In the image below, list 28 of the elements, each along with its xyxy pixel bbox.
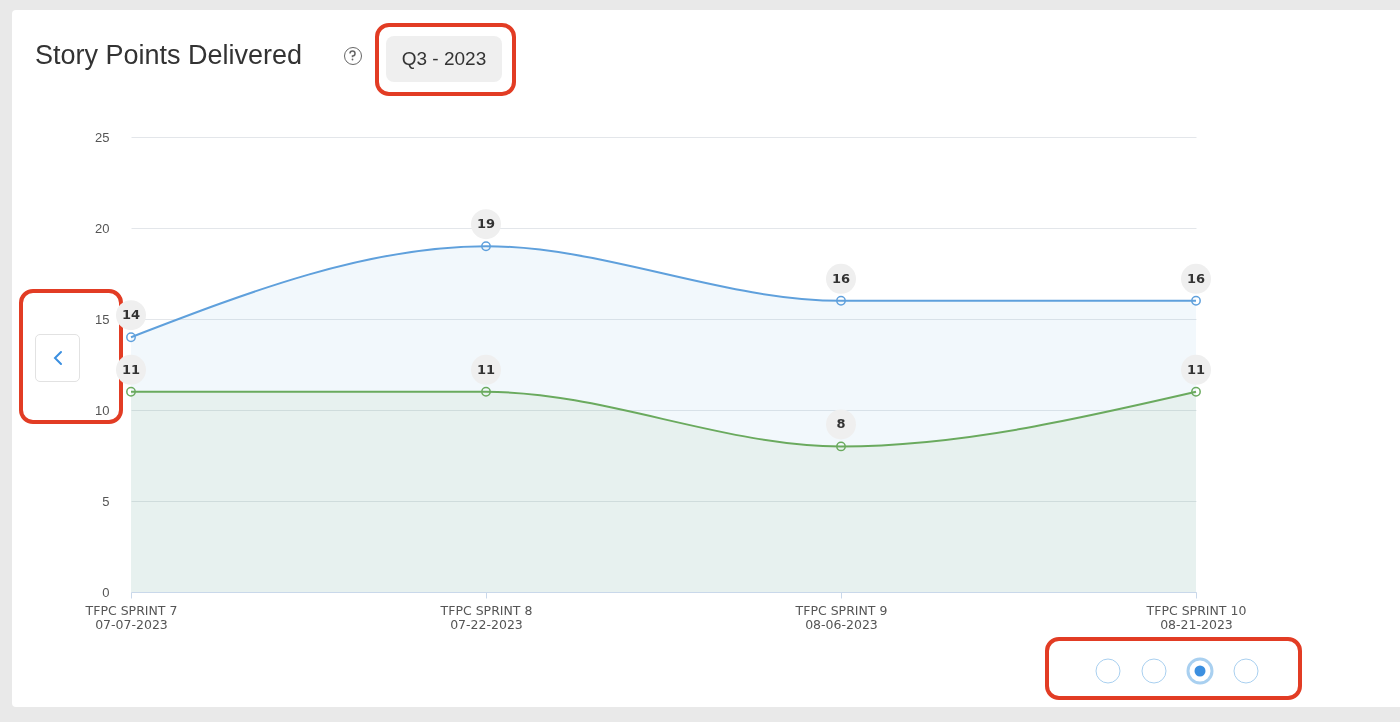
data-label: 16 <box>1186 270 1206 286</box>
point <box>481 386 491 397</box>
point <box>126 386 136 397</box>
point <box>1191 295 1201 306</box>
point <box>836 441 846 452</box>
y-tick-label: 5 <box>102 493 110 509</box>
point <box>126 332 136 343</box>
chart-title: Story Points Delivered <box>35 40 303 71</box>
data-label: 11 <box>476 361 496 377</box>
x-tick-label: TFPC SPRINT 10 08-21-2023 <box>1145 602 1247 632</box>
data-label: 19 <box>476 216 496 232</box>
point <box>1191 386 1201 397</box>
chart-subtitle: Q3 - 2023 <box>386 36 502 82</box>
data-label: 14 <box>121 307 141 323</box>
data-label: 11 <box>1186 361 1206 377</box>
data-label: 11 <box>121 361 141 377</box>
y-tick-label: 0 <box>102 584 110 600</box>
y-tick-label: 10 <box>95 402 110 418</box>
data-label: 8 <box>836 416 846 432</box>
y-tick-label: 20 <box>95 220 110 236</box>
point <box>836 295 846 306</box>
x-tick-label: TFPC SPRINT 7 07-07-2023 <box>84 602 178 632</box>
data-label: 16 <box>831 270 851 286</box>
y-tick-label: 15 <box>95 311 110 327</box>
x-tick-label: TFPC SPRINT 9 08-06-2023 <box>794 602 888 632</box>
x-tick-label: TFPC SPRINT 8 07-22-2023 <box>439 602 533 632</box>
point <box>481 241 491 252</box>
y-tick-label: 25 <box>95 129 110 145</box>
